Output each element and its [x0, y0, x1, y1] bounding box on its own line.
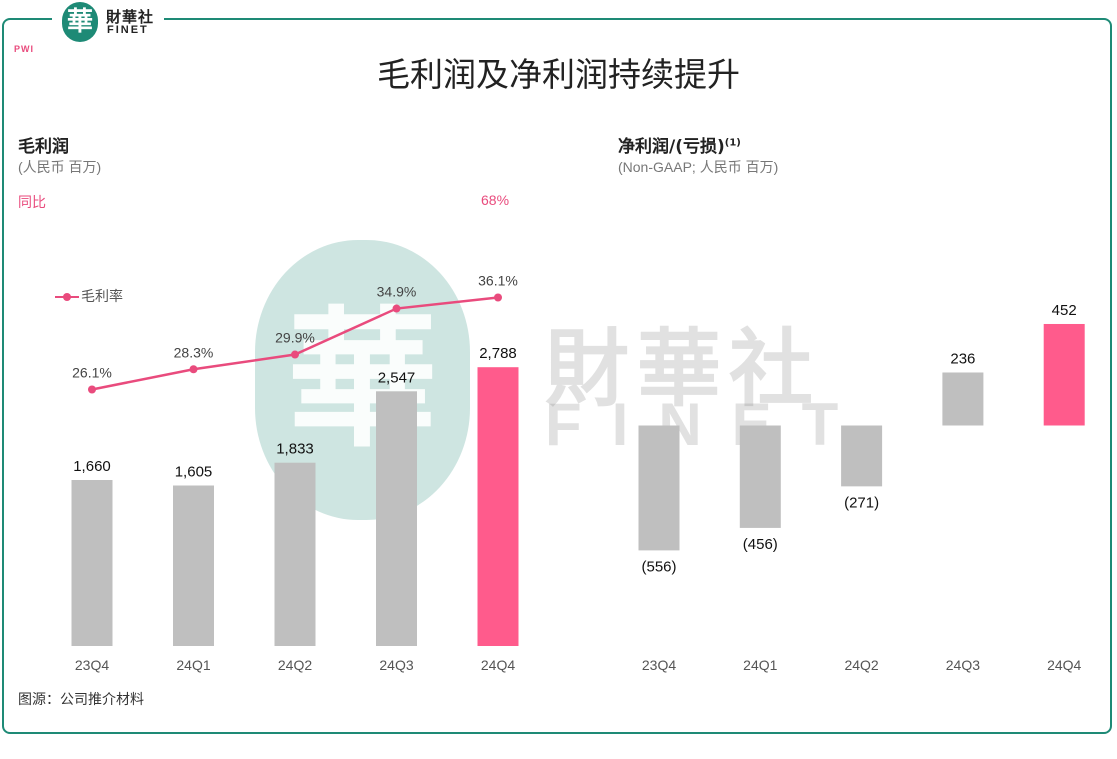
x-tick-label: 23Q4	[75, 657, 109, 673]
net-profit-bar	[841, 425, 883, 487]
net-profit-title-text: 净利润/(亏损)	[618, 137, 725, 157]
gross-profit-value-label: 1,605	[175, 464, 213, 481]
gross-margin-label: 34.9%	[377, 284, 417, 300]
gross-margin-label: 26.1%	[72, 365, 112, 381]
net-profit-bar	[942, 372, 984, 426]
x-tick-label: 24Q4	[481, 657, 515, 673]
legend-gross-margin: 毛利率	[55, 286, 123, 306]
x-tick-label: 24Q3	[946, 657, 980, 673]
gross-profit-value-label: 1,660	[73, 458, 111, 475]
gross-margin-point	[291, 350, 299, 359]
logo-text-en: FINET	[107, 24, 149, 36]
net-profit-chart: (556) 23Q4 (456) 24Q1 (271) 24Q2 236 24Q3 452 24Q…	[638, 302, 1085, 673]
gross-margin-label: 36.1%	[478, 273, 518, 289]
logo-badge-icon: 華	[62, 2, 98, 42]
net-profit-value-label: (456)	[743, 536, 778, 553]
gross-profit-bar	[173, 485, 214, 646]
x-tick-label: 24Q3	[379, 657, 413, 673]
gross-profit-bar	[274, 462, 316, 646]
page-title: 毛利润及净利润持续提升	[377, 55, 740, 94]
gross-profit-bar	[477, 367, 519, 646]
gross-profit-chart: 1,660 23Q4 1,605 24Q1 1,833 24Q2 2,547 24Q3 2,78…	[71, 273, 519, 673]
gross-profit-title: 毛利润	[18, 137, 69, 157]
net-profit-bar	[1043, 323, 1085, 426]
gross-profit-value-label: 2,788	[479, 345, 517, 362]
gross-margin-label: 29.9%	[275, 330, 315, 346]
gross-profit-unit: (人民币 百万)	[18, 159, 102, 175]
x-tick-label: 24Q1	[176, 657, 210, 673]
net-profit-value-label: 236	[950, 350, 975, 367]
net-profit-value-label: 452	[1052, 302, 1077, 319]
net-profit-unit: (Non-GAAP; 人民币 百万)	[618, 159, 779, 175]
legend-line-icon	[55, 293, 79, 301]
gross-margin-label: 28.3%	[174, 344, 214, 360]
chart-frame	[2, 18, 1112, 734]
gross-profit-bar	[376, 391, 417, 646]
net-profit-value-label: (556)	[641, 558, 676, 575]
legend-label: 毛利率	[81, 289, 123, 305]
gross-margin-point	[494, 293, 502, 302]
gross-profit-bar	[71, 480, 113, 646]
yoy-value: 68%	[481, 192, 510, 208]
net-profit-title: 净利润/(亏损)(1)	[618, 132, 741, 157]
x-tick-label: 23Q4	[642, 657, 676, 673]
x-tick-label: 24Q4	[1047, 657, 1081, 673]
net-profit-footnote: (1)	[724, 137, 741, 149]
gross-margin-point	[392, 304, 401, 313]
net-profit-bar	[739, 425, 781, 528]
source-note: 图源：公司推介材料	[18, 692, 144, 708]
gross-margin-point	[88, 385, 96, 394]
yoy-label: 同比	[18, 195, 46, 211]
logo-text-cn: 財華社	[106, 8, 155, 26]
net-profit-value-label: (271)	[844, 494, 879, 511]
x-tick-label: 24Q2	[844, 657, 878, 673]
corner-mark: PWI	[14, 44, 34, 54]
x-tick-label: 24Q1	[743, 657, 777, 673]
x-tick-label: 24Q2	[278, 657, 312, 673]
finet-logo: 華 財華社 FINET	[52, 0, 164, 44]
net-profit-bar	[638, 425, 680, 551]
gross-margin-point	[189, 365, 198, 374]
gross-profit-value-label: 1,833	[276, 441, 314, 458]
gross-profit-value-label: 2,547	[378, 369, 416, 386]
